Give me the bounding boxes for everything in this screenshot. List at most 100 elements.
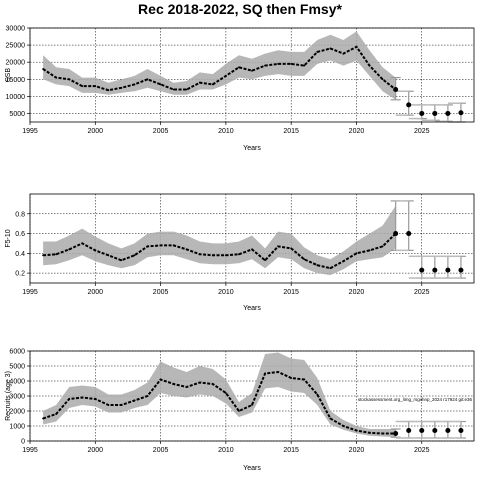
series-point	[68, 398, 71, 400]
series-point	[329, 47, 332, 50]
x-tick-label: 2010	[218, 289, 234, 296]
series-point	[42, 254, 44, 257]
series-line	[42, 45, 397, 92]
series-point	[290, 62, 293, 65]
series-point	[381, 78, 384, 81]
x-tick-label: 1995	[22, 128, 38, 135]
series-point	[172, 244, 175, 247]
plot-frame	[29, 27, 475, 123]
series-point	[381, 432, 384, 435]
series-point	[251, 69, 253, 72]
x-tick-label: 2015	[283, 289, 299, 296]
y-tick-label: 15000	[6, 77, 26, 84]
series-point	[94, 398, 97, 400]
projection-point	[406, 231, 412, 237]
series-point	[120, 86, 123, 89]
projection-point	[432, 267, 438, 273]
series-point	[55, 413, 58, 415]
x-tick-label: 2020	[349, 128, 365, 135]
series-point	[381, 245, 384, 248]
projection-point	[445, 110, 451, 116]
series-point	[316, 264, 319, 267]
series-point	[290, 377, 293, 379]
series-point	[251, 248, 253, 251]
y-tick-label: 4000	[9, 379, 25, 386]
series-point	[368, 431, 371, 434]
series-point	[303, 258, 306, 261]
series-point	[224, 254, 227, 257]
series-point	[329, 267, 332, 270]
chart-title: Rec 2018-2022, SQ then Fmsy*	[138, 1, 342, 17]
projection-point	[445, 267, 451, 273]
x-axis-label: Years	[243, 145, 261, 152]
series-point	[355, 45, 358, 48]
x-axis-label: Years	[243, 305, 261, 312]
series-point	[81, 396, 84, 399]
y-tick-label: 3000	[9, 394, 25, 401]
series-point	[198, 81, 201, 84]
projection-point	[393, 231, 399, 237]
series-point	[368, 249, 371, 252]
y-tick-label: 20000	[6, 60, 26, 67]
projection-point	[393, 431, 399, 436]
series-point	[120, 404, 123, 406]
confidence-band	[43, 31, 396, 100]
x-tick-label: 2025	[414, 447, 430, 454]
series-point	[55, 76, 58, 79]
projection-point	[419, 267, 425, 273]
series-point	[264, 372, 266, 375]
series-point	[264, 64, 266, 67]
panel-3: 1995 2000 2005 2010 2015 2020 2025 0 1000 2000 300…	[5, 349, 475, 472]
series-line	[42, 370, 396, 435]
series-point	[211, 83, 214, 86]
series-point	[185, 248, 188, 251]
series-point	[159, 244, 162, 247]
y-tick-label: 2000	[9, 409, 25, 416]
series-point	[303, 378, 306, 381]
y-axis-label: Recruits (age 3)	[5, 371, 12, 421]
series-point	[355, 429, 358, 432]
x-tick-label: 2010	[218, 447, 234, 454]
y-tick-label: 5000	[9, 364, 25, 371]
series-point	[185, 386, 188, 388]
series-point	[120, 259, 123, 262]
series-line	[43, 232, 397, 270]
y-tick-label: 10000	[6, 94, 26, 101]
projection-point	[458, 267, 464, 273]
series-point	[211, 383, 214, 385]
projection-point	[406, 102, 412, 108]
projection-point	[393, 87, 399, 93]
y-tick-label: 0	[21, 439, 25, 446]
y-tick-label: 0.6	[15, 231, 25, 238]
series-point	[107, 254, 110, 257]
panel-1: 1995 2000 2005 2010 2015 2020 2025 5000 10000 150…	[5, 26, 475, 152]
confidence-band	[43, 205, 396, 276]
series-point	[146, 245, 149, 248]
y-tick-label: 0.2	[15, 271, 25, 278]
series-point	[277, 62, 280, 65]
series-point	[316, 51, 319, 53]
series-point	[198, 253, 201, 256]
series-point	[146, 78, 149, 81]
annotation-text: stockassessment.org_limg_rsgxhnp_2024 r1…	[358, 397, 473, 402]
series-point	[133, 254, 136, 257]
y-tick-label: 25000	[6, 43, 26, 50]
x-tick-label: 2025	[414, 128, 430, 135]
series-point	[316, 393, 319, 396]
series-point	[159, 83, 162, 86]
x-tick-label: 2015	[283, 128, 299, 135]
x-tick-label: 2005	[153, 289, 169, 296]
series-point	[81, 85, 84, 88]
series-point	[198, 381, 201, 384]
y-tick-label: 6000	[9, 349, 25, 356]
x-tick-label: 2000	[88, 128, 104, 135]
y-tick-label: 0.4	[15, 251, 25, 258]
series-point	[303, 64, 306, 67]
projection-point	[458, 110, 464, 116]
series-point	[342, 52, 345, 55]
series-point	[277, 371, 280, 373]
series-point	[172, 383, 175, 385]
x-tick-label: 2005	[153, 128, 169, 135]
x-tick-label: 2015	[283, 447, 299, 454]
series-point	[107, 89, 110, 92]
